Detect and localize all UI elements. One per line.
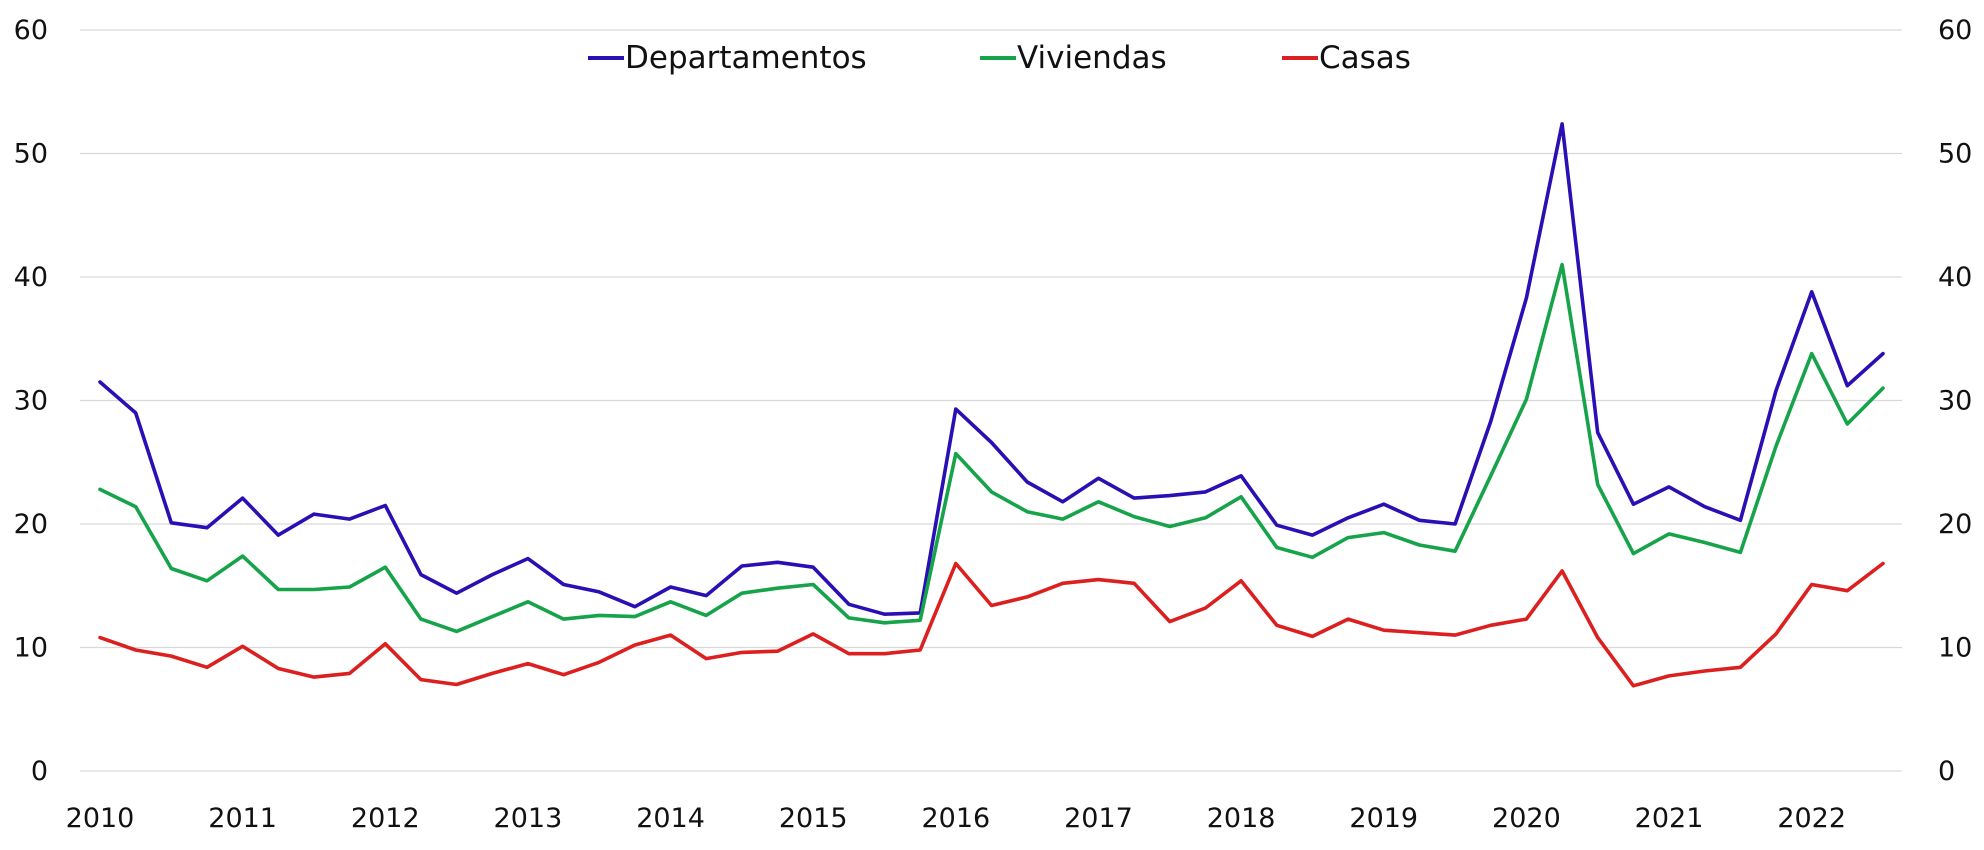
series-lines bbox=[98, 122, 1885, 688]
x-axis: 2010 2011 2012 2013 2014 2015 2016 2017 2018 2019… bbox=[66, 803, 1846, 834]
series-line-casas bbox=[98, 561, 1885, 688]
legend-label: Departamentos bbox=[625, 40, 867, 76]
right-y-tick-label: 30 bbox=[1938, 386, 1972, 417]
x-tick-label: 2020 bbox=[1492, 803, 1561, 834]
right-y-tick-label: 20 bbox=[1938, 509, 1972, 540]
right-y-tick-label: 50 bbox=[1938, 139, 1972, 170]
left-y-tick-label: 10 bbox=[14, 633, 48, 664]
gridlines bbox=[80, 29, 1902, 772]
x-tick-label: 2010 bbox=[66, 803, 135, 834]
left-y-axis: 0 10 20 30 40 50 60 bbox=[14, 15, 48, 787]
right-y-tick-label: 10 bbox=[1938, 633, 1972, 664]
left-y-tick-label: 20 bbox=[14, 509, 48, 540]
left-y-tick-label: 0 bbox=[31, 756, 48, 787]
x-tick-label: 2015 bbox=[779, 803, 848, 834]
x-tick-label: 2022 bbox=[1777, 803, 1846, 834]
x-tick-label: 2014 bbox=[636, 803, 705, 834]
right-y-tick-label: 0 bbox=[1938, 756, 1955, 787]
legend-label: Casas bbox=[1319, 40, 1411, 76]
right-y-tick-label: 60 bbox=[1938, 15, 1972, 46]
x-tick-label: 2012 bbox=[351, 803, 420, 834]
x-tick-label: 2019 bbox=[1349, 803, 1418, 834]
left-y-tick-label: 60 bbox=[14, 15, 48, 46]
legend-label: Viviendas bbox=[1017, 40, 1167, 76]
left-y-tick-label: 50 bbox=[14, 139, 48, 170]
left-y-tick-label: 30 bbox=[14, 386, 48, 417]
x-tick-label: 2011 bbox=[208, 803, 277, 834]
series-line-viviendas bbox=[98, 262, 1885, 634]
right-y-tick-label: 40 bbox=[1938, 262, 1972, 293]
legend-item-viviendas: Viviendas bbox=[980, 40, 1167, 76]
series-line-departamentos bbox=[98, 122, 1885, 617]
x-tick-label: 2013 bbox=[494, 803, 563, 834]
legend: Departamentos Viviendas Casas bbox=[588, 40, 1411, 76]
x-tick-label: 2021 bbox=[1635, 803, 1704, 834]
legend-item-departamentos: Departamentos bbox=[588, 40, 867, 76]
legend-item-casas: Casas bbox=[1282, 40, 1411, 76]
x-tick-label: 2016 bbox=[921, 803, 990, 834]
left-y-tick-label: 40 bbox=[14, 262, 48, 293]
x-tick-label: 2018 bbox=[1207, 803, 1276, 834]
right-y-axis: 0 10 20 30 40 50 60 bbox=[1938, 15, 1972, 787]
x-tick-label: 2017 bbox=[1064, 803, 1133, 834]
